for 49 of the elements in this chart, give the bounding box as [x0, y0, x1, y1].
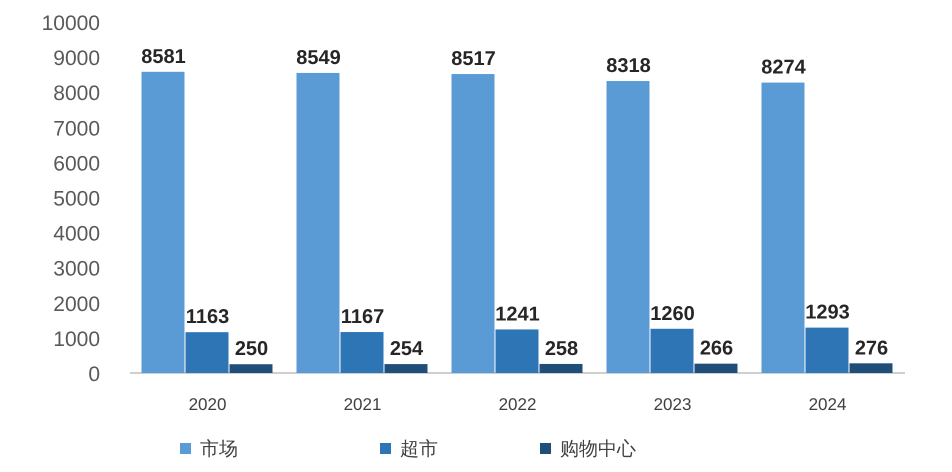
data-label: 8581: [141, 46, 186, 68]
legend-label: 购物中心: [560, 438, 636, 460]
data-label: 8517: [451, 48, 496, 70]
x-tick-label: 2024: [808, 395, 846, 414]
y-tick-label: 3000: [53, 258, 100, 281]
bar: [142, 72, 184, 373]
data-label: 254: [390, 338, 424, 360]
y-tick-label: 5000: [53, 188, 100, 210]
y-tick-label: 10000: [42, 12, 100, 35]
bar: [540, 364, 582, 373]
bar: [496, 329, 538, 373]
bar: [296, 72, 340, 373]
bar: [806, 328, 848, 373]
y-tick-label: 8000: [53, 82, 100, 106]
bar: [186, 332, 228, 373]
legend-label: 超市: [400, 438, 438, 460]
bar: [850, 363, 892, 373]
data-label: 258: [544, 338, 578, 360]
data-label: 8318: [606, 55, 651, 78]
bar: [694, 364, 738, 373]
data-label: 1167: [340, 306, 384, 328]
data-label: 250: [234, 338, 268, 360]
y-tick-label: 1000: [53, 328, 100, 351]
bar: [340, 332, 384, 373]
legend-label: 市场: [200, 438, 238, 460]
x-tick-label: 2020: [188, 395, 226, 414]
bar: [384, 364, 428, 373]
x-tick-label: 2021: [344, 395, 382, 414]
data-label: 266: [700, 338, 734, 360]
data-label: 1163: [186, 306, 230, 328]
data-label: 1260: [650, 302, 695, 325]
data-label: 1293: [805, 302, 850, 324]
x-tick-label: 2023: [654, 395, 692, 414]
bar: [606, 81, 650, 373]
bar: [230, 364, 272, 373]
x-tick-label: 2022: [498, 395, 536, 414]
data-label: 8549: [296, 46, 341, 69]
bar: [452, 74, 494, 373]
data-label: 8274: [761, 56, 807, 79]
y-tick-label: 4000: [53, 222, 100, 246]
y-tick-label: 9000: [53, 47, 100, 70]
data-label: 276: [854, 337, 888, 360]
y-tick-label: 7000: [53, 117, 100, 140]
bar: [762, 82, 804, 373]
bar: [650, 328, 694, 373]
y-tick-label: 2000: [53, 292, 100, 316]
y-tick-label: 6000: [53, 152, 100, 176]
y-tick-label: 0: [88, 363, 100, 386]
data-label: 1241: [495, 303, 540, 326]
